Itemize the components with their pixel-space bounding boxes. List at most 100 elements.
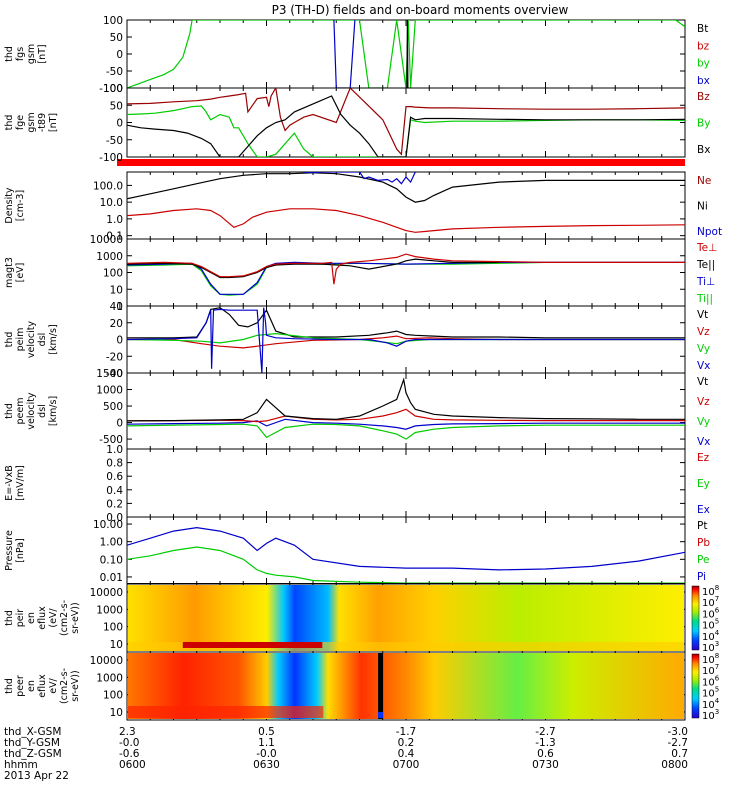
y-tick-label: 0 bbox=[116, 335, 123, 347]
panel-p4: magt3 [eV] 10000 1000 100 10 1 Te⊥ Te|| Ti⊥ Ti|| bbox=[4, 234, 717, 313]
legend-vy: Vy bbox=[697, 343, 710, 355]
legend-te: Te|| bbox=[696, 259, 715, 271]
spectrogram-band bbox=[128, 706, 324, 718]
y-axis-label: [nT] bbox=[37, 44, 48, 63]
series-te bbox=[127, 253, 685, 285]
y-tick-label: 0.1 bbox=[106, 231, 123, 243]
legend-by: by bbox=[697, 58, 710, 70]
y-axis-label: gsm bbox=[26, 44, 37, 64]
series-ni bbox=[127, 172, 685, 203]
series-pi bbox=[127, 526, 685, 571]
y-axis-label: eflux bbox=[37, 606, 48, 630]
footer-value: 0800 bbox=[661, 759, 688, 771]
y-axis-label: (cm2-s- bbox=[59, 668, 70, 704]
spectrogram-band bbox=[182, 642, 323, 648]
y-axis-label: thd bbox=[4, 115, 15, 131]
footer-row-label: hhmm bbox=[4, 759, 38, 771]
series-npot bbox=[303, 172, 416, 185]
series-group bbox=[127, 20, 685, 88]
y-axis-label: peim bbox=[15, 328, 26, 352]
legend-pt: Pt bbox=[697, 520, 707, 532]
legend-bz: Bz bbox=[697, 91, 710, 103]
footer-value: 0.4 bbox=[398, 748, 415, 760]
y-tick-label: 1000 bbox=[96, 385, 123, 397]
footer-value: 0.5 bbox=[258, 726, 275, 738]
footer-value: -1.7 bbox=[396, 726, 417, 738]
y-axis-label: velocity bbox=[26, 321, 37, 359]
panel-frame bbox=[126, 372, 686, 450]
series-ne bbox=[127, 208, 685, 233]
y-axis-label: thd bbox=[4, 678, 15, 694]
y-tick-label: 10000 bbox=[90, 587, 123, 599]
y-tick-label: 50 bbox=[110, 100, 123, 112]
y-tick-label: 0.0 bbox=[106, 512, 123, 524]
legend-ez: Ez bbox=[697, 452, 710, 464]
y-tick-label: 20 bbox=[110, 318, 123, 330]
footer-value: 0.6 bbox=[537, 748, 554, 760]
y-tick-label: 100 bbox=[103, 622, 123, 634]
y-axis-label: Pressure bbox=[4, 530, 15, 571]
y-axis-label: dsl bbox=[37, 404, 48, 418]
plot-title: P3 (TH-D) fields and on-board moments ov… bbox=[272, 3, 569, 17]
y-tick-label: 0.4 bbox=[106, 485, 123, 497]
y-axis-label: [nPa] bbox=[15, 538, 26, 563]
series-ti bbox=[127, 261, 685, 295]
y-tick-label: 1000 bbox=[96, 672, 123, 684]
series-bt bbox=[406, 20, 409, 88]
footer-row-label: thd_Z-GSM bbox=[4, 748, 62, 760]
y-axis-label: Density bbox=[4, 187, 15, 223]
panel-frame bbox=[126, 448, 686, 518]
y-tick-label: 0 bbox=[116, 118, 123, 130]
y-tick-label: 0.01 bbox=[100, 572, 123, 584]
y-tick-label: 0 bbox=[116, 418, 123, 430]
legend-bx: Bx bbox=[697, 144, 710, 156]
y-tick-label: 10.0 bbox=[100, 197, 123, 209]
footer-value: -0.0 bbox=[119, 737, 140, 749]
footer-value: 0730 bbox=[532, 759, 559, 771]
legend-vt: Vt bbox=[697, 376, 708, 388]
series-bx bbox=[333, 20, 356, 88]
panel-p5: thd peim velocity dsl [km/s] 40 20 0 -20 -40 Vt Vz V… bbox=[4, 301, 710, 380]
series-vt bbox=[127, 377, 685, 422]
series-vz bbox=[127, 408, 685, 423]
panel-p3: Density [cm-3] 100.0 10.0 1.0 0.1 Ne Ni Npot bbox=[4, 171, 722, 243]
legend-ex: Ex bbox=[697, 504, 710, 516]
panel-p9: thd peir en eflux (eV/(cm2-s-sr-eV)) 10000 100… bbox=[4, 583, 720, 654]
data-gap bbox=[378, 653, 384, 719]
footer-value: 0.7 bbox=[671, 748, 688, 760]
series-group bbox=[127, 377, 685, 440]
footer-value: -2.7 bbox=[535, 726, 556, 738]
footer-value: 0700 bbox=[393, 759, 420, 771]
y-axis-label: fge bbox=[15, 115, 26, 130]
y-tick-label: 0.6 bbox=[106, 471, 123, 483]
data-gap bbox=[378, 712, 384, 718]
y-axis-label: velocity bbox=[26, 392, 37, 430]
series-by bbox=[127, 105, 685, 157]
y-tick-label: 1000 bbox=[96, 604, 123, 616]
y-axis-label: en bbox=[26, 680, 37, 692]
series-group bbox=[127, 172, 685, 233]
series-te bbox=[127, 258, 499, 279]
footer-value: 2.3 bbox=[119, 726, 136, 738]
y-axis-label: (cm2-s- bbox=[59, 600, 70, 636]
colorbar-tick: 103 bbox=[702, 708, 719, 722]
y-axis-label: fgs bbox=[15, 47, 26, 61]
footer-value: 0630 bbox=[253, 759, 280, 771]
series-ti bbox=[127, 261, 685, 296]
y-axis-label: eV/ bbox=[48, 677, 59, 693]
series-bx bbox=[127, 95, 685, 157]
y-axis-label: peir bbox=[15, 609, 26, 628]
y-tick-label: 0 bbox=[116, 49, 123, 61]
y-tick-label: 1 bbox=[116, 301, 123, 313]
y-axis-label: thd bbox=[4, 403, 15, 419]
legend-ti: Ti⊥ bbox=[696, 276, 715, 288]
y-tick-label: 100 bbox=[103, 690, 123, 702]
legend-ti: Ti|| bbox=[696, 293, 713, 305]
legend-bt: Bt bbox=[697, 23, 708, 35]
y-axis-label: sr-eV)) bbox=[70, 670, 81, 701]
legend-vx: Vx bbox=[697, 436, 710, 448]
y-tick-label: 1000 bbox=[96, 251, 123, 263]
legend-ne: Ne bbox=[697, 175, 711, 187]
